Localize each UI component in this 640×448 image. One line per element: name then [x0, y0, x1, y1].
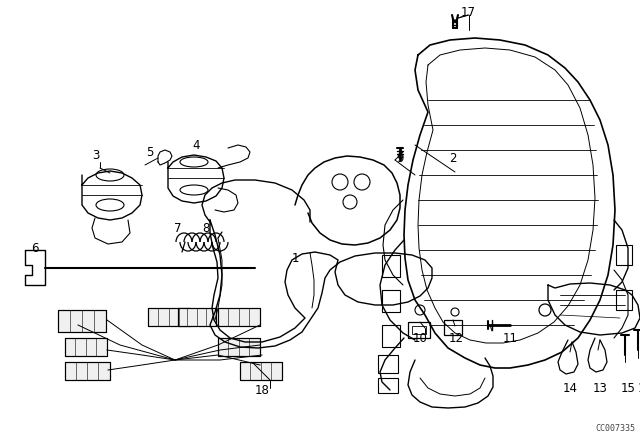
Bar: [408, 322, 430, 338]
Bar: [616, 245, 632, 265]
Text: 6: 6: [31, 241, 39, 254]
Bar: [616, 290, 632, 310]
Text: 11: 11: [502, 332, 518, 345]
Bar: [218, 338, 260, 356]
Bar: [240, 362, 282, 380]
Bar: [382, 290, 400, 312]
Text: 15: 15: [621, 382, 636, 395]
Text: 18: 18: [255, 383, 269, 396]
Text: 7: 7: [174, 221, 182, 234]
Text: 1: 1: [291, 251, 299, 264]
Text: 9: 9: [396, 151, 404, 164]
Bar: [65, 362, 110, 380]
Bar: [240, 362, 282, 380]
Bar: [382, 255, 400, 277]
Bar: [412, 326, 426, 334]
Bar: [378, 355, 398, 373]
Text: 5: 5: [147, 146, 154, 159]
Text: 10: 10: [413, 332, 428, 345]
Bar: [65, 338, 107, 356]
Text: 8: 8: [202, 221, 210, 234]
Bar: [178, 308, 216, 326]
Bar: [218, 308, 260, 326]
Text: 13: 13: [593, 382, 607, 395]
Bar: [148, 308, 190, 326]
Bar: [218, 338, 260, 356]
Text: CC007335: CC007335: [595, 424, 635, 433]
Text: 3: 3: [92, 148, 100, 161]
Text: 14: 14: [563, 382, 577, 395]
Bar: [65, 338, 107, 356]
Text: 2: 2: [449, 151, 457, 164]
Bar: [148, 308, 190, 326]
Bar: [378, 378, 398, 393]
Bar: [65, 362, 110, 380]
Bar: [178, 308, 216, 326]
Bar: [444, 320, 462, 335]
Bar: [218, 308, 260, 326]
Text: 12: 12: [449, 332, 463, 345]
Bar: [58, 310, 106, 332]
Text: 4: 4: [192, 138, 200, 151]
Text: 17: 17: [461, 5, 476, 18]
Text: 16: 16: [637, 382, 640, 395]
Bar: [382, 325, 400, 347]
Bar: [58, 310, 106, 332]
